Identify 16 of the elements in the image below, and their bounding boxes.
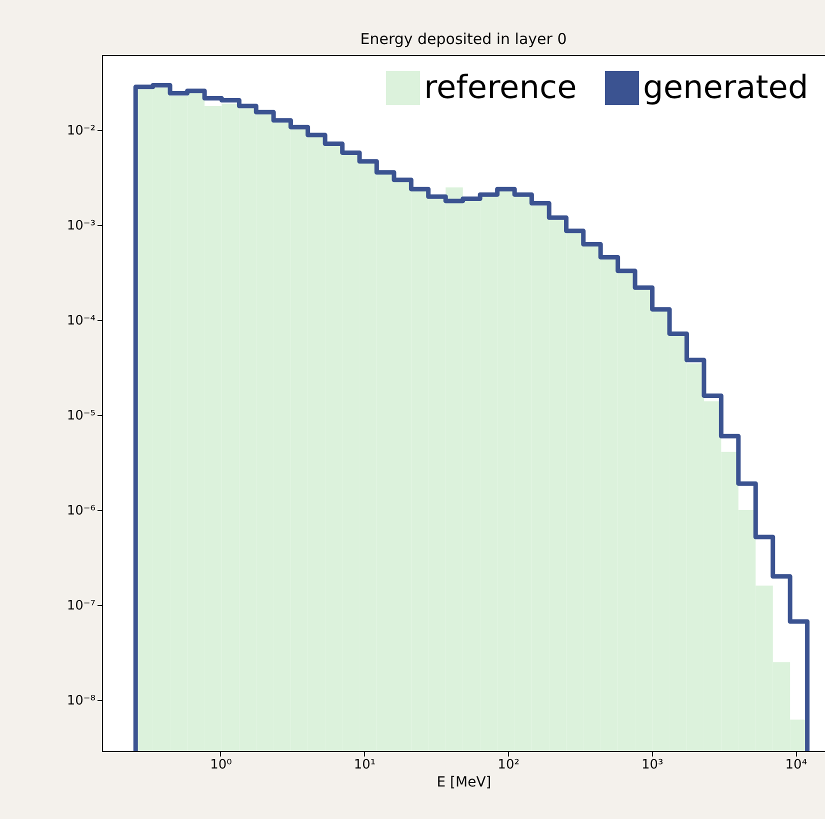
x-tick-label: 10¹ — [354, 758, 376, 772]
y-tick-label: 10⁻⁸ — [66, 693, 96, 708]
legend-label: reference — [424, 68, 577, 106]
x-tick-label: 10² — [498, 758, 520, 772]
y-tick-label: 10⁻⁴ — [66, 314, 96, 329]
chart-title: Energy deposited in layer 0 — [360, 30, 567, 48]
x-tick-label: 10⁴ — [785, 758, 808, 772]
x-axis-title: E [MeV] — [436, 774, 492, 790]
y-tick-label: 10⁻⁵ — [66, 408, 96, 424]
y-tick-label: 10⁻⁶ — [66, 504, 96, 519]
y-tick-label: 10⁻² — [66, 124, 96, 139]
y-tick-label: 10⁻³ — [66, 218, 96, 234]
y-tick-label: 10⁻⁷ — [66, 598, 96, 614]
x-tick-label: 10³ — [641, 758, 664, 772]
legend-label: generated — [643, 68, 808, 106]
x-tick-label: 10⁰ — [210, 758, 232, 772]
